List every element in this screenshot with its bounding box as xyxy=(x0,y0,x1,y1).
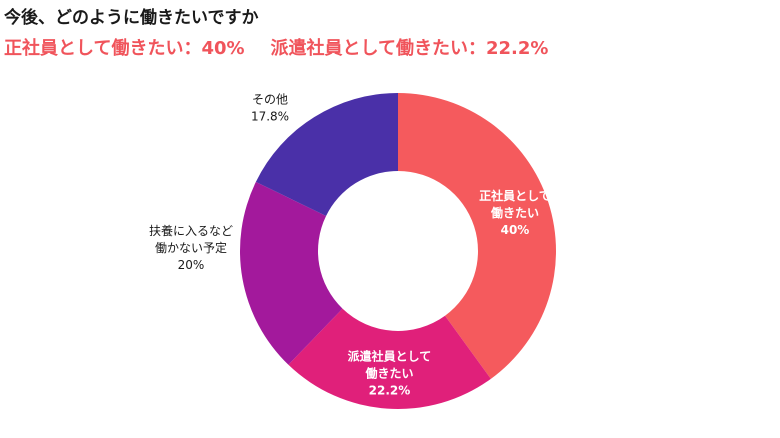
category-label: その他 xyxy=(252,93,288,107)
slice-haken xyxy=(288,308,491,409)
value-label: 20% xyxy=(178,258,205,272)
category-label: 働きたい xyxy=(364,366,413,381)
value-label: 17.8% xyxy=(251,110,289,124)
category-label: 働かない予定 xyxy=(155,240,227,255)
chart-title: 今後、どのように働きたいですか xyxy=(4,8,259,28)
category-label: 派遣社員として xyxy=(348,349,432,364)
category-label: 扶養に入るなど xyxy=(149,223,233,238)
label-sonota: その他 17.8% xyxy=(251,93,289,124)
category-label: 正社員として xyxy=(479,188,551,203)
subtitle-haken: 派遣社員として働きたい：22.2% xyxy=(270,38,549,59)
value-label: 22.2% xyxy=(369,384,411,398)
slice-fuyou xyxy=(240,181,343,365)
category-label: 働きたい xyxy=(490,205,539,220)
label-haken: 派遣社員として働きたい 22.2% xyxy=(348,349,432,398)
slice-sonota xyxy=(255,92,398,217)
chart-subtitle: 正社員として働きたい：40% 派遣社員として働きたい：22.2% xyxy=(4,34,548,60)
label-fuyou: 扶養に入るなど働かない予定 20% xyxy=(149,223,233,272)
subtitle-seishain: 正社員として働きたい：40% xyxy=(4,38,245,59)
label-seishain: 正社員として働きたい 40% xyxy=(479,188,551,237)
value-label: 40% xyxy=(501,223,530,237)
slice-seishain xyxy=(398,93,556,379)
